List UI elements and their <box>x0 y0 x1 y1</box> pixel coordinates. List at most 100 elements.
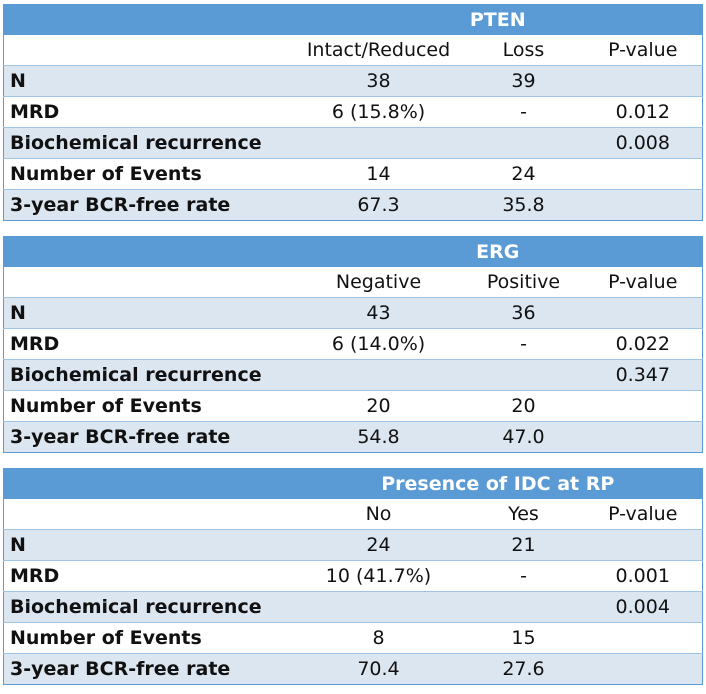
row-label: N <box>3 529 294 561</box>
row-label: Number of Events <box>3 158 294 190</box>
cell: 24 <box>463 158 584 190</box>
table-title: PTEN <box>293 4 703 35</box>
cell <box>583 390 703 422</box>
cell: 0.008 <box>583 127 703 159</box>
row-label: N <box>3 65 294 97</box>
data-table: PTEN Intact/Reduced Loss P-value N 38 39 MRD 6 (… <box>3 4 704 221</box>
row-label: MRD <box>3 96 294 128</box>
cell: 0.004 <box>583 591 703 623</box>
data-row: Biochemical recurrence 0.004 <box>3 591 703 623</box>
cell: 20 <box>463 390 584 422</box>
data-row: N 43 36 <box>3 297 703 329</box>
cell: 24 <box>293 529 464 561</box>
cell <box>583 297 703 329</box>
row-label: MRD <box>3 328 294 360</box>
cell: - <box>463 96 584 128</box>
column-header: P-value <box>608 271 678 293</box>
data-table: ERG Negative Positive P-value N 43 36 MRD 6 (14.… <box>3 236 704 453</box>
cell <box>463 359 584 391</box>
cell <box>463 127 584 159</box>
cell <box>583 622 703 654</box>
data-row: Number of Events 14 24 <box>3 158 703 190</box>
row-label: Biochemical recurrence <box>3 127 294 159</box>
cell: - <box>463 560 584 592</box>
cell: 20 <box>293 390 464 422</box>
cell: 38 <box>293 65 464 97</box>
cell: 6 (14.0%) <box>293 328 464 360</box>
row-label: Biochemical recurrence <box>3 359 294 391</box>
cell: 8 <box>293 622 464 654</box>
cell <box>583 158 703 190</box>
title-row: ERG <box>3 236 703 267</box>
cell <box>583 421 703 453</box>
cell <box>583 653 703 685</box>
cell: 43 <box>293 297 464 329</box>
row-label: Number of Events <box>3 622 294 654</box>
cell <box>3 236 294 267</box>
cell <box>293 359 464 391</box>
column-header: P-value <box>608 503 678 525</box>
cell: 0.022 <box>583 328 703 360</box>
row-label: Number of Events <box>3 390 294 422</box>
data-row: MRD 6 (15.8%) -0.012 <box>3 96 703 128</box>
cell <box>3 468 294 499</box>
cell <box>293 127 464 159</box>
data-row: Number of Events 20 20 <box>3 390 703 422</box>
title-row: Presence of IDC at RP <box>3 468 703 499</box>
cell <box>583 65 703 97</box>
cell: 35.8 <box>463 189 584 221</box>
data-row: 3-year BCR-free rate 70.4 27.6 <box>3 653 703 685</box>
cell: 0.347 <box>583 359 703 391</box>
cell: - <box>463 328 584 360</box>
cell: 36 <box>463 297 584 329</box>
cell: 54.8 <box>293 421 464 453</box>
cell <box>583 529 703 561</box>
column-header: Intact/Reduced <box>306 39 451 61</box>
row-label: 3-year BCR-free rate <box>3 189 294 221</box>
cell: 0.012 <box>583 96 703 128</box>
cell <box>4 267 294 298</box>
cell: 15 <box>463 622 584 654</box>
column-header: No <box>365 503 392 525</box>
data-row: N 38 39 <box>3 65 703 97</box>
column-header: P-value <box>608 39 678 61</box>
table-title: ERG <box>293 236 703 267</box>
cell <box>3 4 294 35</box>
column-header: Loss <box>502 39 545 61</box>
cell: 21 <box>463 529 584 561</box>
cell <box>463 591 584 623</box>
data-row: 3-year BCR-free rate 67.3 35.8 <box>3 189 703 221</box>
table-title: Presence of IDC at RP <box>293 468 703 499</box>
cell: 0.001 <box>583 560 703 592</box>
cell: 70.4 <box>293 653 464 685</box>
data-row: MRD 10 (41.7%) -0.001 <box>3 560 703 592</box>
cell: 14 <box>293 158 464 190</box>
cell <box>4 499 294 530</box>
column-header-row: Negative Positive P-value <box>4 267 703 298</box>
data-row: MRD 6 (14.0%) -0.022 <box>3 328 703 360</box>
title-row: PTEN <box>3 4 703 35</box>
row-label: 3-year BCR-free rate <box>3 653 294 685</box>
cell: 10 (41.7%) <box>293 560 464 592</box>
cell <box>583 189 703 221</box>
column-header: Positive <box>486 271 561 293</box>
cell: 27.6 <box>463 653 584 685</box>
row-label: Biochemical recurrence <box>3 591 294 623</box>
cell <box>293 591 464 623</box>
cell <box>4 35 294 66</box>
cell: 67.3 <box>293 189 464 221</box>
cell: 39 <box>463 65 584 97</box>
column-header: Yes <box>508 503 539 525</box>
data-row: 3-year BCR-free rate 54.8 47.0 <box>3 421 703 453</box>
row-label: MRD <box>3 560 294 592</box>
data-row: N 24 21 <box>3 529 703 561</box>
column-header-row: Intact/Reduced Loss P-value <box>4 35 703 66</box>
data-row: Biochemical recurrence 0.008 <box>3 127 703 159</box>
column-header: Negative <box>335 271 422 293</box>
row-label: 3-year BCR-free rate <box>3 421 294 453</box>
cell: 6 (15.8%) <box>293 96 464 128</box>
data-row: Biochemical recurrence 0.347 <box>3 359 703 391</box>
data-table: Presence of IDC at RP No Yes P-value N 24 21 MR… <box>3 468 703 685</box>
data-row: Number of Events 8 15 <box>3 622 703 654</box>
